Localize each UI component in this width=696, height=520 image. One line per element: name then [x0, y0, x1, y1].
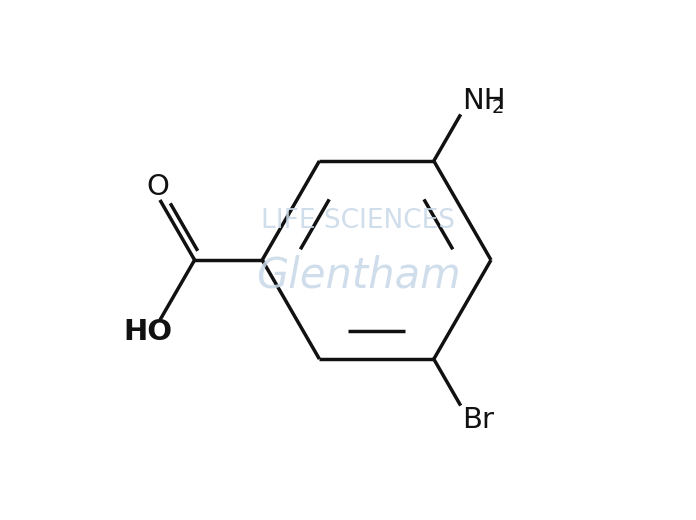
Text: Br: Br: [462, 406, 494, 434]
Text: Glentham: Glentham: [256, 255, 461, 296]
Text: NH: NH: [462, 87, 506, 115]
Text: 2: 2: [492, 98, 505, 117]
Text: LIFE SCIENCES: LIFE SCIENCES: [262, 208, 455, 234]
Text: O: O: [147, 173, 170, 201]
Text: HO: HO: [123, 318, 173, 346]
